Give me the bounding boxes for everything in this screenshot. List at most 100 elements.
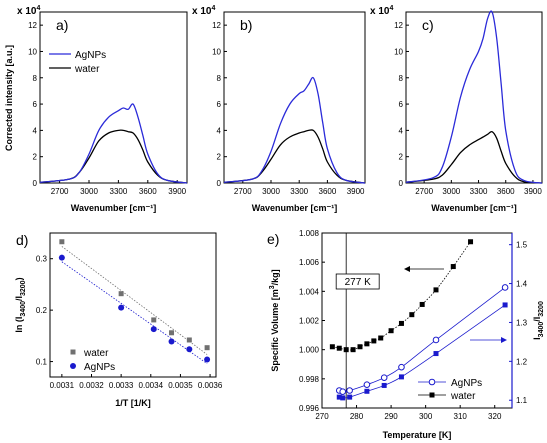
series-line-agnps (223, 76, 366, 184)
y-axis-label: ln (I3400/I3200) (14, 277, 27, 332)
y-tick-label: 2 (33, 153, 38, 162)
x-tick-label: 2700 (234, 187, 252, 196)
y-tick-label: 1.002 (299, 317, 320, 326)
x-tick-label: 0.0036 (198, 381, 223, 390)
y2-axis-label: I3400/I3200 (532, 301, 545, 340)
panel-label: a) (56, 17, 68, 33)
series-line-water (405, 130, 543, 184)
arrow-left-head (404, 266, 410, 272)
panel-d: 0.1 0.2 0.3 0.0031 0.0032 0.0033 0.0034 0.0035 0… (14, 232, 223, 408)
data-point-specific-volume (343, 347, 349, 353)
y-tick-label: 10 (212, 47, 221, 56)
y-tick-label: 0.998 (299, 375, 320, 384)
y-tick-label: 0.996 (299, 404, 320, 413)
x-tick-label: 3000 (262, 187, 280, 196)
data-point-agnps (150, 326, 157, 333)
data-point-specific-volume (468, 239, 474, 245)
x-tick-label: 0.0034 (139, 381, 164, 390)
y-tick-label: 10 (28, 47, 37, 56)
y-tick-label: 12 (394, 21, 403, 30)
x-tick-label: 3600 (319, 187, 337, 196)
y-tick-label: 4 (33, 126, 38, 135)
y-tick-label: 1.004 (299, 287, 320, 296)
fit-line-water (61, 246, 208, 355)
axis-multiplier: x 104 (17, 5, 40, 17)
data-point-specific-volume (419, 301, 425, 307)
spectrum-panel-b: 0 2 4 6 8 10 12 2700 3000 3300 3600 3900 b) x 104 Wave… (192, 5, 366, 213)
y-tick-label: 2 (399, 153, 404, 162)
spectrum-frame (223, 11, 366, 184)
x-tick-label: 3900 (347, 187, 365, 196)
x-tick-label: 2700 (415, 187, 433, 196)
data-point-water (186, 337, 192, 343)
data-point-agnps (58, 254, 65, 261)
arrow-right-head (501, 337, 507, 343)
panel-label: d) (16, 232, 28, 248)
x-tick-label: 0.0035 (168, 381, 193, 390)
y-tick-label: 0 (217, 179, 222, 188)
axis-multiplier: x 104 (370, 5, 393, 17)
series-line-agnps (39, 103, 188, 184)
x-tick-label: 0.0031 (50, 381, 75, 390)
data-point-specific-volume (409, 312, 415, 318)
y-tick-label: 0 (399, 179, 404, 188)
annotation-box (335, 273, 380, 290)
data-point-agnps (346, 387, 353, 394)
data-point-agnps (398, 363, 405, 371)
x-axis-label: Wavenumber [cm⁻¹] (71, 203, 156, 213)
y-tick-label: 12 (28, 21, 37, 30)
data-point-specific-volume (388, 328, 394, 334)
y-tick-label: 0.1 (36, 358, 48, 367)
y2-tick-label: 1.4 (516, 280, 528, 289)
data-point-water (381, 382, 387, 388)
legend-marker-agnps (70, 363, 76, 369)
x-tick-label: 3900 (168, 187, 186, 196)
y-tick-label: 0.2 (36, 306, 48, 315)
x-tick-label: 3000 (80, 187, 98, 196)
y-tick-label: 4 (217, 126, 222, 135)
data-point-water (169, 330, 175, 336)
data-point-specific-volume (398, 320, 404, 326)
y-tick-label: 4 (399, 126, 404, 135)
y-tick-label: 1.006 (299, 258, 320, 267)
x-tick-label: 3300 (290, 187, 308, 196)
data-point-water (336, 394, 342, 400)
y2-tick-label: 1.1 (516, 396, 528, 405)
y-tick-label: 8 (33, 74, 38, 83)
x-tick-label: 3300 (470, 187, 488, 196)
x-tick-label: 300 (419, 412, 433, 421)
x-tick-label: 0.0033 (109, 381, 134, 390)
y-tick-label: 8 (217, 74, 222, 83)
spectrum-panel-a: 0 2 4 6 8 10 12 2700 3000 3300 3600 3900 a) x 104 Wave… (17, 5, 188, 213)
legend-label-water: water (450, 391, 476, 402)
y-tick-label: 6 (399, 100, 404, 109)
legend-label-agnps: AgNPs (451, 378, 482, 389)
x-tick-label: 280 (350, 412, 364, 421)
series-line-specific-volume (332, 241, 471, 351)
y-tick-label: 2 (217, 153, 222, 162)
x-tick-label: 3900 (524, 187, 542, 196)
y2-tick-label: 1.3 (516, 318, 528, 327)
spectrum-frame (39, 11, 188, 184)
x-tick-label: 320 (488, 412, 502, 421)
data-point-specific-volume (371, 338, 377, 344)
data-point-water (347, 394, 353, 400)
y-tick-label: 6 (217, 100, 222, 109)
data-point-water (364, 388, 370, 394)
x-axis-label: Temperature [K] (383, 430, 452, 440)
legend-label-agnps: AgNPs (75, 50, 106, 61)
series-line-agnps (405, 10, 543, 184)
panel-label: e) (267, 231, 279, 247)
series-line-water (223, 129, 366, 184)
x-axis-label: Wavenumber [cm⁻¹] (431, 203, 516, 213)
axis-multiplier: x 104 (192, 5, 215, 17)
legend-label-agnps: AgNPs (84, 362, 115, 373)
data-point-water (59, 239, 65, 245)
x-tick-label: 3600 (497, 187, 515, 196)
y-tick-label: 1.000 (299, 346, 320, 355)
data-point-agnps (432, 336, 440, 344)
legend: AgNPs water (49, 50, 106, 75)
data-point-water (151, 317, 157, 323)
y-tick-label: 12 (212, 21, 221, 30)
